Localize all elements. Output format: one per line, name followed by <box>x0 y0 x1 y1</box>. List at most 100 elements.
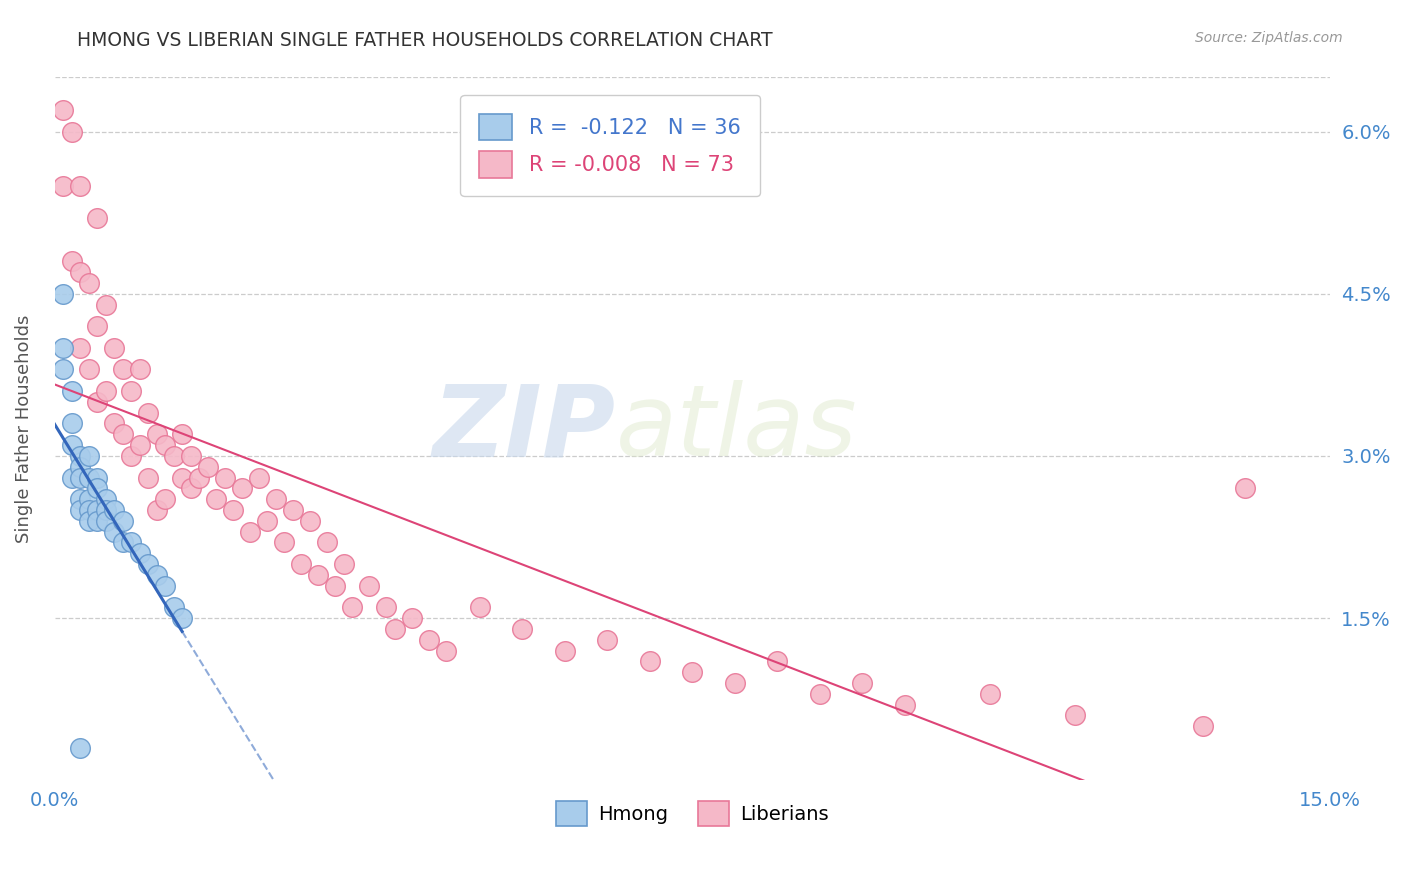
Point <box>180 481 202 495</box>
Point <box>808 687 831 701</box>
Point <box>69 265 91 279</box>
Text: atlas: atlas <box>616 380 858 477</box>
Point <box>136 557 159 571</box>
Point <box>60 470 83 484</box>
Point <box>86 481 108 495</box>
Point <box>188 470 211 484</box>
Point <box>222 503 245 517</box>
Point <box>94 297 117 311</box>
Point <box>247 470 270 484</box>
Point <box>69 178 91 193</box>
Point <box>69 470 91 484</box>
Point <box>77 470 100 484</box>
Point <box>153 579 176 593</box>
Point <box>69 492 91 507</box>
Point <box>1064 708 1087 723</box>
Text: HMONG VS LIBERIAN SINGLE FATHER HOUSEHOLDS CORRELATION CHART: HMONG VS LIBERIAN SINGLE FATHER HOUSEHOL… <box>77 31 773 50</box>
Point <box>86 514 108 528</box>
Point <box>111 535 134 549</box>
Point <box>77 503 100 517</box>
Point <box>60 254 83 268</box>
Point <box>979 687 1001 701</box>
Point <box>120 535 142 549</box>
Point <box>554 643 576 657</box>
Point <box>197 459 219 474</box>
Point <box>180 449 202 463</box>
Point <box>103 417 125 431</box>
Legend: Hmong, Liberians: Hmong, Liberians <box>548 793 837 834</box>
Text: ZIP: ZIP <box>433 380 616 477</box>
Point <box>86 503 108 517</box>
Point <box>153 438 176 452</box>
Point <box>128 362 150 376</box>
Point <box>231 481 253 495</box>
Point <box>86 470 108 484</box>
Point <box>298 514 321 528</box>
Point <box>103 524 125 539</box>
Point <box>162 600 184 615</box>
Point <box>69 459 91 474</box>
Point <box>128 438 150 452</box>
Point <box>136 470 159 484</box>
Point <box>77 514 100 528</box>
Point <box>256 514 278 528</box>
Point <box>69 341 91 355</box>
Y-axis label: Single Father Households: Single Father Households <box>15 315 32 543</box>
Point <box>315 535 337 549</box>
Point <box>111 427 134 442</box>
Point <box>145 567 167 582</box>
Point <box>401 611 423 625</box>
Point <box>281 503 304 517</box>
Point <box>69 740 91 755</box>
Point <box>60 438 83 452</box>
Point <box>52 103 75 117</box>
Point <box>60 124 83 138</box>
Point <box>681 665 703 680</box>
Point <box>77 492 100 507</box>
Point <box>596 632 619 647</box>
Point <box>638 654 661 668</box>
Point <box>69 503 91 517</box>
Point <box>86 394 108 409</box>
Point <box>214 470 236 484</box>
Point <box>60 384 83 398</box>
Point <box>384 622 406 636</box>
Point <box>77 449 100 463</box>
Point <box>375 600 398 615</box>
Point <box>851 676 873 690</box>
Text: Source: ZipAtlas.com: Source: ZipAtlas.com <box>1195 31 1343 45</box>
Point <box>273 535 295 549</box>
Point <box>172 611 194 625</box>
Point <box>239 524 262 539</box>
Point <box>69 449 91 463</box>
Point <box>86 319 108 334</box>
Point <box>103 341 125 355</box>
Point <box>264 492 287 507</box>
Point <box>145 427 167 442</box>
Point <box>145 503 167 517</box>
Point <box>290 557 312 571</box>
Point <box>120 449 142 463</box>
Point <box>307 567 329 582</box>
Point <box>340 600 363 615</box>
Point <box>94 384 117 398</box>
Point <box>418 632 440 647</box>
Point <box>60 417 83 431</box>
Point <box>1234 481 1257 495</box>
Point <box>1191 719 1213 733</box>
Point <box>52 286 75 301</box>
Point <box>434 643 457 657</box>
Point <box>172 470 194 484</box>
Point <box>766 654 789 668</box>
Point <box>205 492 228 507</box>
Point <box>111 362 134 376</box>
Point <box>52 341 75 355</box>
Point <box>103 503 125 517</box>
Point <box>332 557 354 571</box>
Point <box>468 600 491 615</box>
Point <box>52 178 75 193</box>
Point <box>724 676 747 690</box>
Point <box>172 427 194 442</box>
Point <box>77 276 100 290</box>
Point <box>359 579 381 593</box>
